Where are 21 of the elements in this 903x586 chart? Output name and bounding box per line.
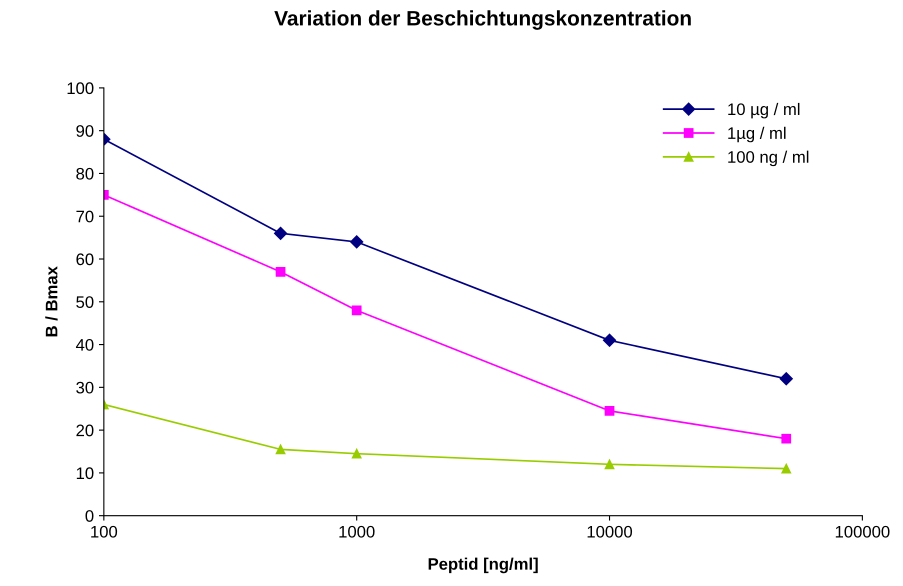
- y-tick-label: 60: [76, 253, 94, 266]
- x-tick-label: 100: [91, 526, 118, 538]
- y-tick-label: 20: [76, 424, 94, 436]
- x-tick-label: 10000: [588, 526, 632, 538]
- y-tick-label: 50: [76, 296, 94, 308]
- legend-label: 1µg / ml: [728, 126, 786, 142]
- y-tick-label: 80: [76, 168, 94, 180]
- y-axis-title: B / Bmax: [45, 266, 58, 336]
- x-axis-title: Peptid [ng/ml]: [428, 558, 538, 574]
- y-tick-label: 10: [76, 467, 94, 480]
- chart-title: Variation der Beschichtungskonzentration: [274, 10, 691, 30]
- y-tick-label: 40: [76, 338, 94, 351]
- legend-label: 10 µg / ml: [728, 102, 800, 118]
- x-tick-label: 100000: [836, 526, 890, 538]
- y-tick-label: 100: [68, 82, 94, 94]
- y-tick-label: 0: [86, 510, 94, 522]
- x-tick-label: 1000: [339, 526, 375, 538]
- y-tick-label: 30: [76, 382, 94, 394]
- legend-label: 100 ng / ml: [728, 150, 808, 166]
- y-tick-label: 90: [76, 125, 94, 137]
- y-tick-label: 70: [76, 210, 94, 222]
